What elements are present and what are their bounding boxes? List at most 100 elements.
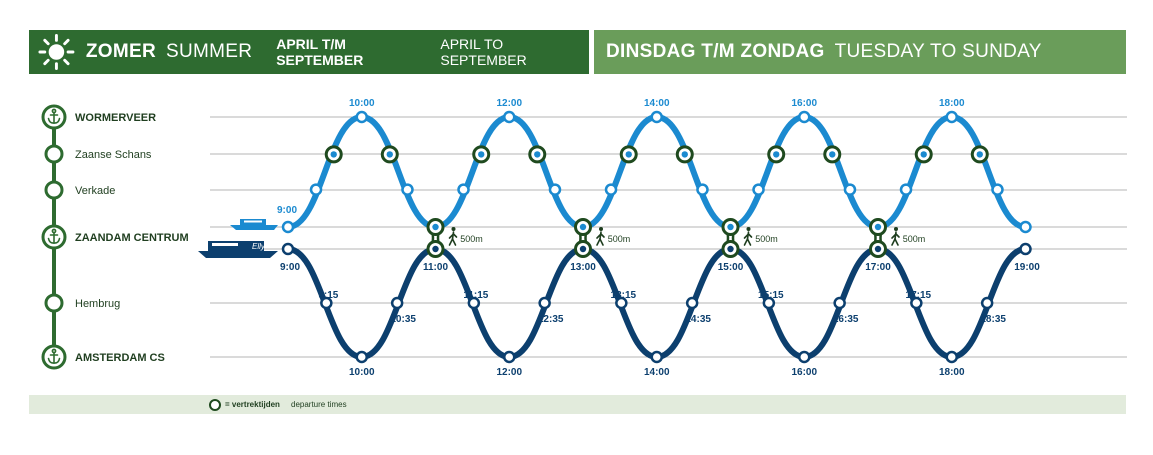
stop-name-verkade: Verkade xyxy=(75,185,115,197)
walker-leg xyxy=(746,238,752,246)
legend: = vertrektijden departure times xyxy=(29,395,1126,414)
upper-zaanse-schans-departure xyxy=(773,151,780,158)
stop-marker xyxy=(41,224,67,250)
upper-zaanse-schans-departure xyxy=(829,151,836,158)
upper-zaandam-departure xyxy=(579,223,587,231)
boat-hull-lower xyxy=(198,251,278,258)
lower-start-time: 9:00 xyxy=(280,262,300,273)
lower-amsterdam-stop xyxy=(650,350,663,364)
walker-arm xyxy=(743,233,750,239)
sun-icon xyxy=(38,34,75,70)
lower-zaandam-departure xyxy=(579,245,587,253)
lower-zaandam-departure xyxy=(432,245,439,253)
lower-end-stop xyxy=(1019,242,1032,256)
lower-hembrug-stop xyxy=(980,296,994,310)
upper-wormerveer-time: 16:00 xyxy=(791,98,817,109)
upper-zaanse-schans-departure xyxy=(386,151,393,158)
departure-marker-icon xyxy=(209,399,221,411)
lower-hembrug-up-time: 14:35 xyxy=(685,314,711,325)
lower-hembrug-down-time: 15:15 xyxy=(758,290,784,301)
period-en: APRIL TO SEPTEMBER xyxy=(440,36,527,68)
lower-amsterdam-time: 16:00 xyxy=(791,367,817,378)
stop-marker xyxy=(41,344,67,370)
anchor-icon xyxy=(47,228,61,244)
upper-zaandam-departure xyxy=(874,223,882,231)
stop-name-hembrug: Hembrug xyxy=(75,298,120,310)
walk-distance-label: 500m xyxy=(903,234,926,244)
lower-zaandam-departure xyxy=(874,245,882,253)
lower-hembrug-stop xyxy=(685,296,699,310)
upper-zaanse-schans-departure xyxy=(681,151,688,158)
upper-zaanse-schans-departure xyxy=(534,151,541,158)
upper-wormerveer-stop xyxy=(650,110,663,124)
lower-hembrug-stop xyxy=(833,296,846,310)
season-en: SUMMER xyxy=(165,41,253,62)
lower-zaandam-time: 17:00 xyxy=(865,262,891,273)
lower-hembrug-up-time: 16:35 xyxy=(833,314,859,325)
lower-hembrug-stop xyxy=(762,296,776,310)
upper-route-line xyxy=(285,113,1029,231)
walker-head xyxy=(451,227,456,231)
walker-leg xyxy=(451,238,457,246)
anchor-arms xyxy=(47,237,61,244)
stop-circle xyxy=(44,293,64,313)
walker-leg xyxy=(891,238,896,246)
lower-hembrug-down-time: 17:15 xyxy=(906,290,932,301)
lower-hembrug-up-time: 10:35 xyxy=(390,314,416,325)
header-summer: ZOMER SUMMER APRIL T/M SEPTEMBER APRIL T… xyxy=(29,30,589,74)
lower-zaandam-departure xyxy=(727,245,734,253)
walker-leg xyxy=(599,238,604,246)
upper-wormerveer-stop xyxy=(503,110,516,124)
walker-leg xyxy=(743,238,749,246)
boat-icon xyxy=(198,241,278,258)
walker-head xyxy=(894,227,898,231)
stop-marker xyxy=(44,180,64,200)
lower-hembrug-stop xyxy=(910,296,923,310)
upper-wormerveer-time: 14:00 xyxy=(644,98,670,109)
header-days: DINSDAG T/M ZONDAG TUESDAY TO SUNDAY xyxy=(594,30,1126,74)
upper-zaandam-departure xyxy=(727,223,734,231)
upper-verkade-stop xyxy=(457,183,470,196)
upper-verkade-stop xyxy=(401,183,414,196)
upper-zaanse-schans-departure xyxy=(920,151,927,158)
walker-head xyxy=(746,227,751,231)
lower-hembrug-down-time: 11:15 xyxy=(463,290,488,301)
stop-circle xyxy=(44,144,64,164)
walker-arm xyxy=(452,233,458,238)
legend-label-nl: = vertrektijden xyxy=(225,400,280,409)
lower-zaandam-time: 15:00 xyxy=(718,262,744,273)
upper-verkade-stop xyxy=(309,183,323,196)
upper-wormerveer-stop xyxy=(798,110,811,124)
upper-verkade-stop xyxy=(843,183,857,196)
boat-name: Elly xyxy=(252,242,266,251)
upper-end-stop xyxy=(1019,220,1032,234)
upper-wormerveer-time: 18:00 xyxy=(939,98,965,109)
upper-verkade-stop xyxy=(696,183,709,196)
anchor-icon xyxy=(47,348,61,364)
season-nl: ZOMER xyxy=(85,41,156,62)
upper-wormerveer-time: 12:00 xyxy=(496,98,522,109)
upper-zaanse-schans-departure xyxy=(330,151,337,158)
walking-person-icon xyxy=(743,227,753,246)
days-en: TUESDAY TO SUNDAY xyxy=(834,41,1042,62)
stop-name-amsterdam-cs: AMSTERDAM CS xyxy=(75,352,165,364)
boat-icon xyxy=(230,219,278,230)
upper-verkade-stop xyxy=(899,183,913,196)
lower-hembrug-stop xyxy=(538,296,551,310)
walking-person-icon xyxy=(596,227,605,246)
lower-end-time: 19:00 xyxy=(1014,262,1040,273)
upper-zaanse-schans-departure xyxy=(478,151,485,158)
stop-name-zaanse-schans: Zaanse Schans xyxy=(75,149,152,161)
walker-head xyxy=(599,227,603,231)
boat-windows-upper xyxy=(244,220,262,223)
upper-verkade-stop xyxy=(752,183,765,196)
lower-amsterdam-time: 14:00 xyxy=(644,367,670,378)
lower-amsterdam-time: 12:00 xyxy=(496,367,522,378)
upper-verkade-stop xyxy=(991,183,1004,196)
lower-start-stop xyxy=(281,242,295,256)
walking-person-icon xyxy=(891,227,900,246)
lower-hembrug-up-time: 18:35 xyxy=(980,314,1006,325)
walker-arm xyxy=(596,233,602,239)
lower-amsterdam-stop xyxy=(798,350,811,364)
upper-wormerveer-stop xyxy=(945,110,958,124)
